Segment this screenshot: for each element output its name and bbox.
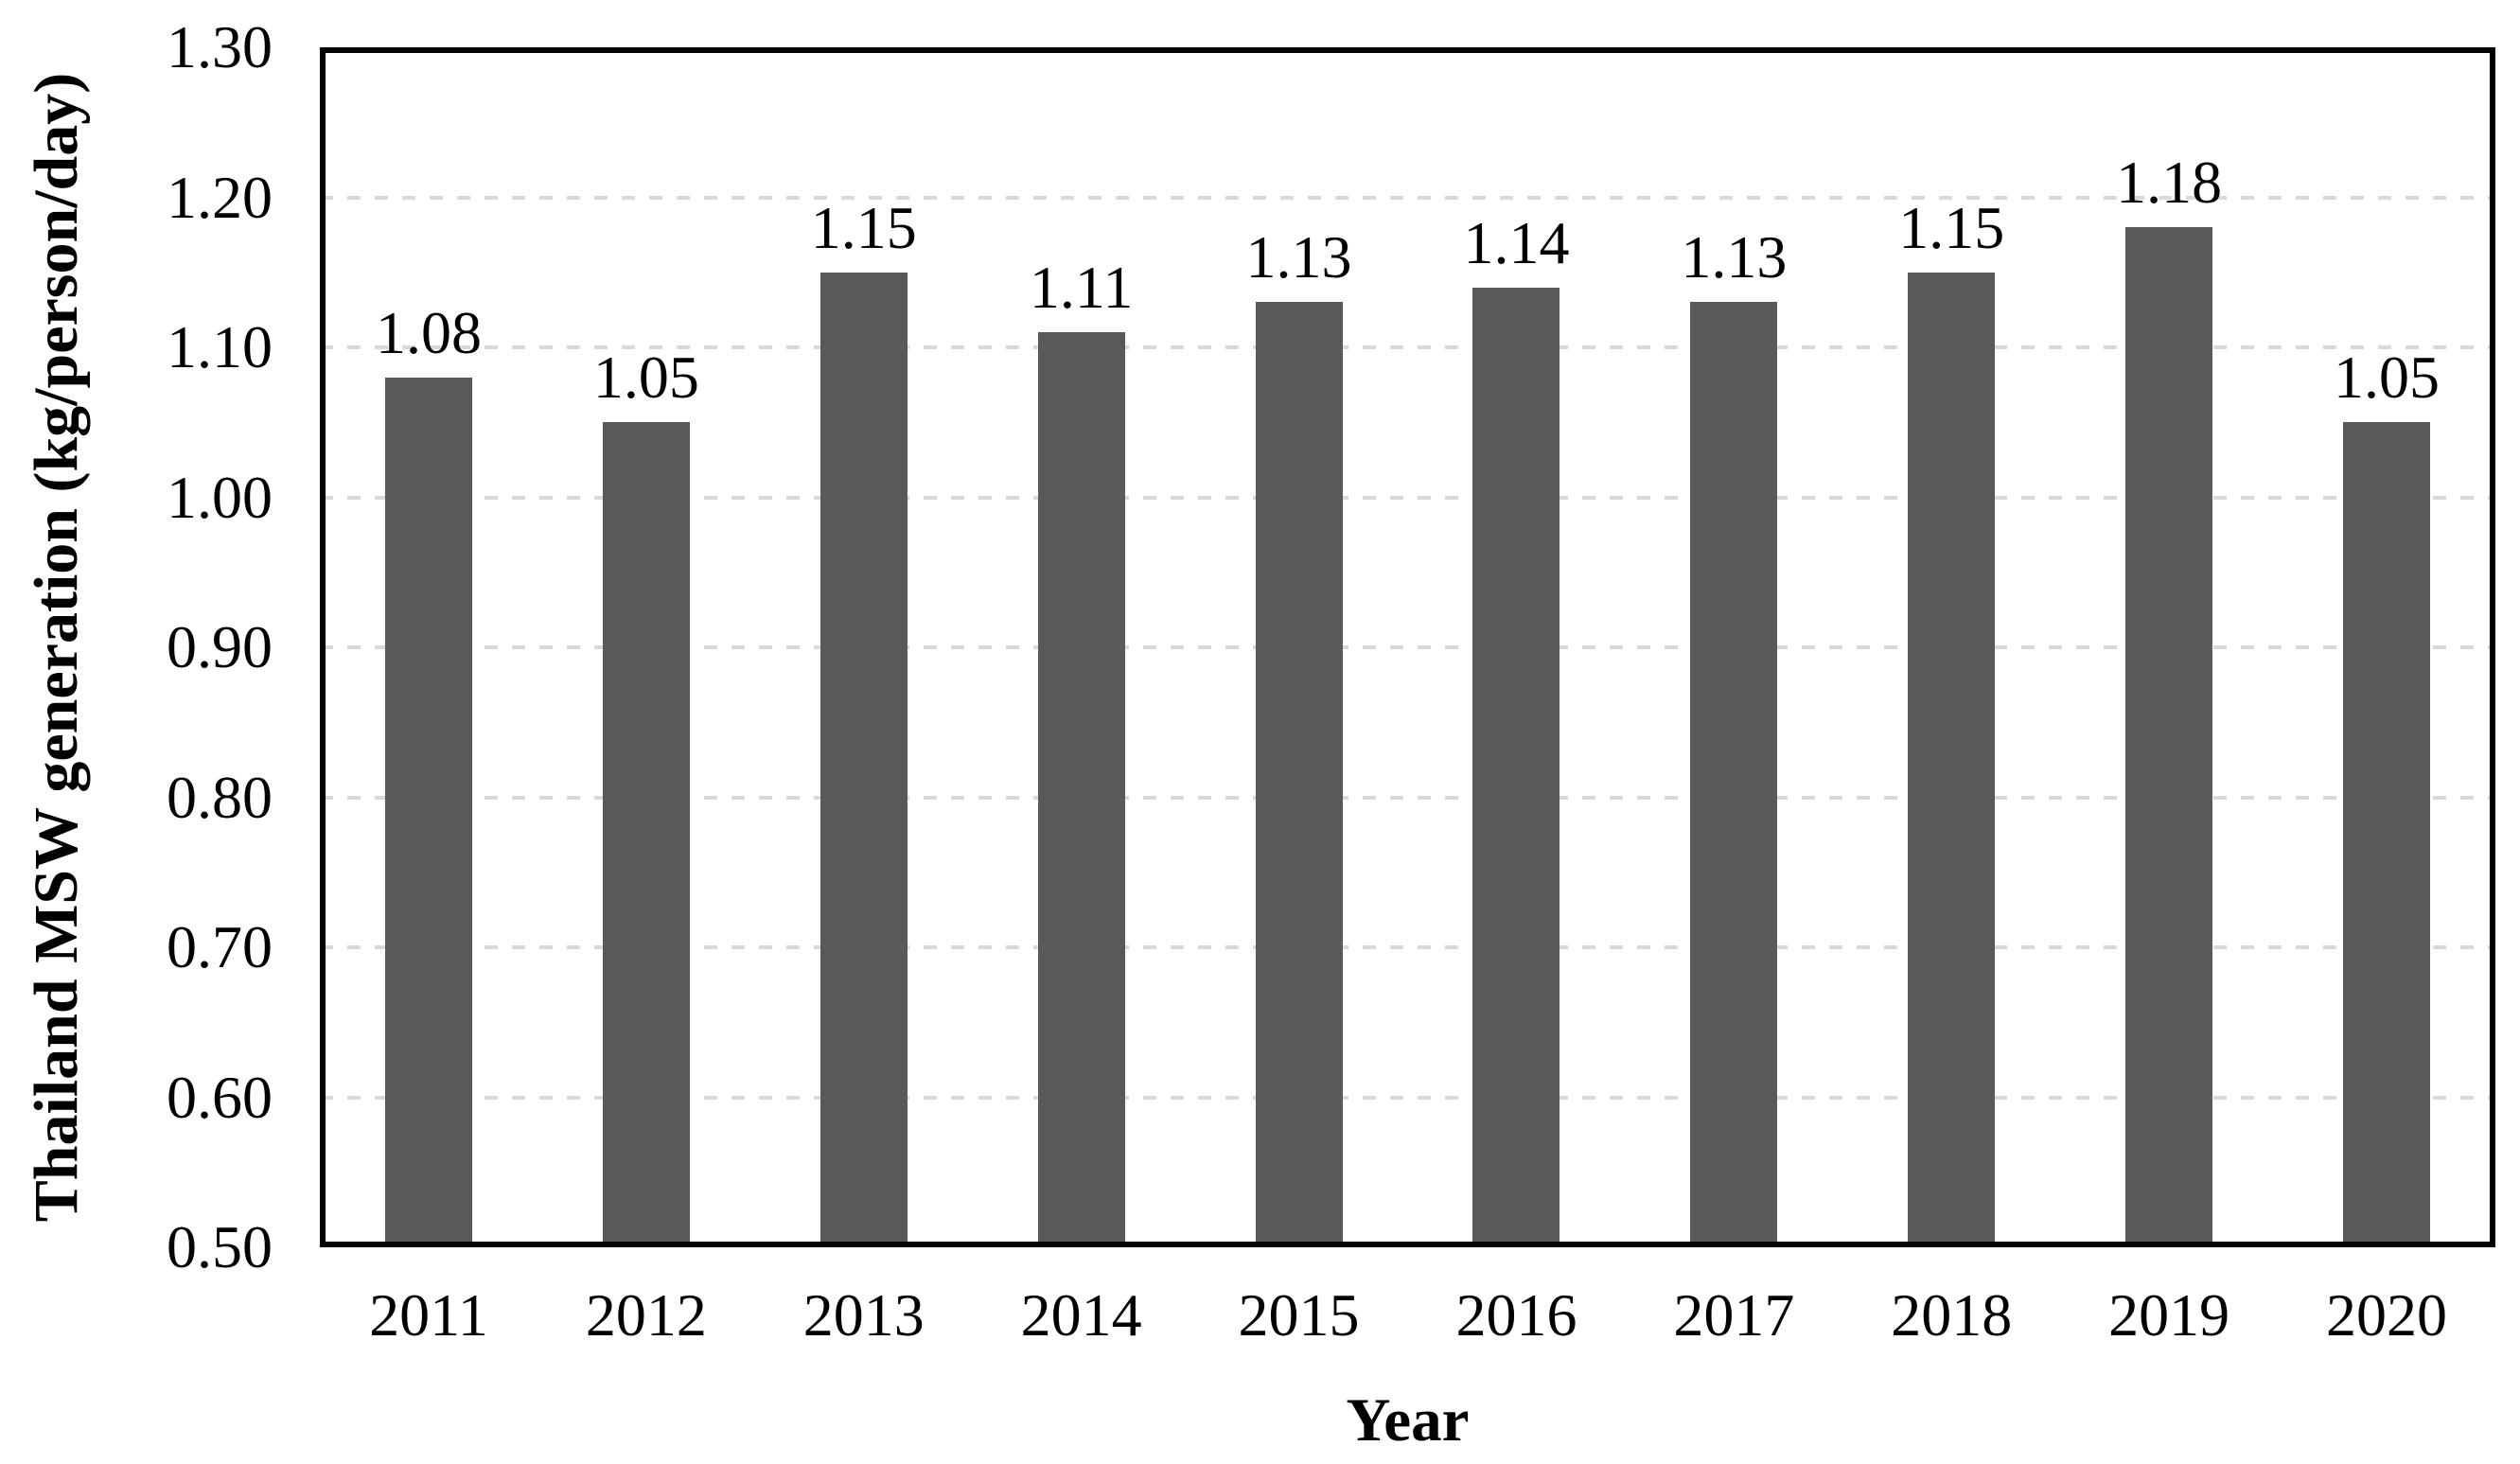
x-axis-tick-labels: 2011 2012 2013 2014 2015 2016 2017 2018 2019 2020 (320, 1247, 2495, 1380)
y-tick-label: 0.90 (167, 613, 273, 680)
bar-value-label: 1.13 (1245, 223, 1352, 291)
y-tick-label: 0.50 (167, 1213, 273, 1280)
x-tick-label: 2013 (802, 1281, 925, 1349)
bars: 1.08 1.05 1.15 1.11 1.13 1.14 1.13 1.15 1.18 1.05 (320, 47, 2495, 1247)
bar-value-label: 1.05 (592, 344, 699, 412)
gridlines (320, 47, 2495, 1247)
bar-value-label: 1.18 (2116, 149, 2223, 217)
gridline (320, 345, 2495, 349)
x-tick-label: 2012 (585, 1281, 707, 1349)
y-tick-label: 0.70 (167, 913, 273, 980)
bar-value-label: 1.13 (1681, 223, 1788, 291)
y-tick-label: 1.00 (167, 463, 273, 531)
x-tick-label: 2018 (1891, 1281, 2013, 1349)
bar (1690, 302, 1778, 1247)
x-tick-label: 2016 (1455, 1281, 1577, 1349)
bar-value-label: 1.15 (1898, 193, 2005, 261)
x-tick-label: 2017 (1673, 1281, 1795, 1349)
bar (2343, 422, 2431, 1247)
gridline (320, 195, 2495, 200)
y-axis-tick-labels: 1.30 1.20 1.10 1.00 0.90 0.80 0.70 0.60 0.50 (0, 0, 273, 1464)
gridline (320, 495, 2495, 500)
bar (1255, 302, 1343, 1247)
y-tick-label: 0.80 (167, 763, 273, 831)
x-axis-title: Year (1346, 1386, 1470, 1455)
x-tick-label: 2015 (1238, 1281, 1360, 1349)
gridline (320, 795, 2495, 800)
bar (602, 422, 690, 1247)
x-tick-label: 2011 (369, 1281, 488, 1349)
plot-area: 1.08 1.05 1.15 1.11 1.13 1.14 1.13 1.15 1.18 1.05 (320, 47, 2495, 1247)
gridline (320, 1095, 2495, 1100)
bar-value-label: 1.15 (810, 193, 917, 261)
bar (1908, 272, 1996, 1247)
y-tick-label: 1.30 (167, 13, 273, 80)
bar (2125, 227, 2213, 1247)
bar (384, 377, 472, 1247)
bar (819, 272, 908, 1247)
y-tick-label: 1.10 (167, 313, 273, 380)
bar-value-label: 1.05 (2334, 344, 2441, 412)
gridline (320, 645, 2495, 649)
bar-value-label: 1.08 (375, 298, 482, 366)
bar-value-label: 1.11 (1029, 254, 1134, 322)
bar-value-label: 1.14 (1463, 208, 1570, 276)
bar (1037, 332, 1125, 1247)
y-tick-label: 0.60 (167, 1063, 273, 1131)
y-tick-label: 1.20 (167, 163, 273, 231)
bar (1472, 287, 1560, 1247)
x-tick-label: 2014 (1020, 1281, 1142, 1349)
x-tick-label: 2020 (2326, 1281, 2448, 1349)
x-tick-label: 2019 (2108, 1281, 2230, 1349)
gridline (320, 945, 2495, 949)
